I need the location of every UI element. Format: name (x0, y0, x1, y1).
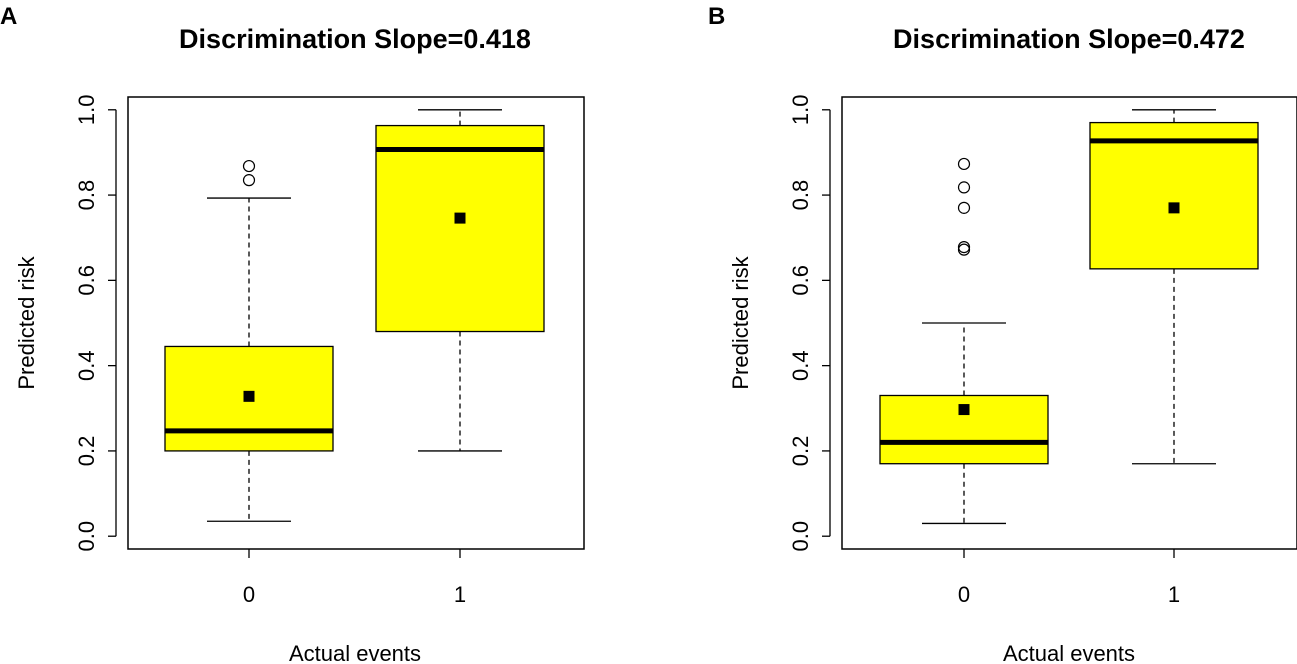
y-tick-label-a: 0.4 (74, 350, 99, 381)
outlier-point (242, 174, 256, 187)
outlier-point (242, 159, 256, 173)
y-tick-label-b: 0.2 (788, 436, 813, 467)
box-a-1 (375, 109, 545, 452)
y-tick-label-a: 0.6 (74, 265, 99, 296)
x-tick-label-b: 1 (1168, 582, 1180, 607)
x-tick-label-a: 1 (454, 582, 466, 607)
outlier-point (957, 181, 971, 194)
boxes-b (879, 109, 1259, 525)
x-tick-label-b: 0 (958, 582, 970, 607)
boxes-a (164, 109, 545, 522)
plot-frame-a (127, 96, 585, 550)
y-axis-label-a: Predicted risk (14, 255, 39, 389)
x-axis-label-b: Actual events (1003, 641, 1135, 664)
y-tick-label-a: 0.8 (74, 180, 99, 211)
box-b-0 (879, 157, 1049, 525)
outlier-point (957, 243, 971, 256)
y-tick-label-b: 0.0 (788, 521, 813, 552)
y-tick-label-b: 1.0 (788, 94, 813, 125)
panel-b: B Discrimination Slope=0.472 0.00.20.40.… (708, 3, 1297, 664)
y-axis-b: 0.0 0.2 0.4 0.6 0.8 1.0 (788, 94, 831, 552)
panel-label-b: B (708, 3, 725, 30)
outlier-point (957, 201, 971, 214)
iqr-box (1089, 121, 1259, 270)
plot-frame-b (841, 96, 1297, 550)
y-tick-label-b: 0.8 (788, 180, 813, 211)
y-tick-label-a: 1.0 (74, 94, 99, 125)
chart-title-a: Discrimination Slope=0.418 (179, 24, 531, 54)
y-tick-label-a: 0.2 (74, 436, 99, 467)
outlier-point (957, 157, 971, 171)
y-tick-label-b: 0.6 (788, 265, 813, 296)
y-axis-label-b: Predicted risk (728, 255, 753, 389)
y-tick-label-b: 0.4 (788, 350, 813, 381)
mean-marker (243, 390, 255, 402)
chart-title-b: Discrimination Slope=0.472 (893, 24, 1245, 54)
x-tick-label-a: 0 (243, 582, 255, 607)
y-axis-a: 0.0 0.2 0.4 0.6 0.8 1.0 (74, 94, 117, 552)
mean-marker (1168, 202, 1180, 214)
panel-a: A Discrimination Slope=0.418 0.00.20.40.… (0, 3, 585, 664)
iqr-box (375, 124, 545, 333)
box-a-0 (164, 159, 334, 522)
mean-marker (958, 404, 970, 416)
panel-label-a: A (0, 3, 17, 30)
outlier-point (957, 240, 971, 254)
box-b-1 (1089, 109, 1259, 465)
x-axis-label-a: Actual events (289, 641, 421, 664)
mean-marker (454, 212, 466, 224)
y-tick-label-a: 0.0 (74, 521, 99, 552)
